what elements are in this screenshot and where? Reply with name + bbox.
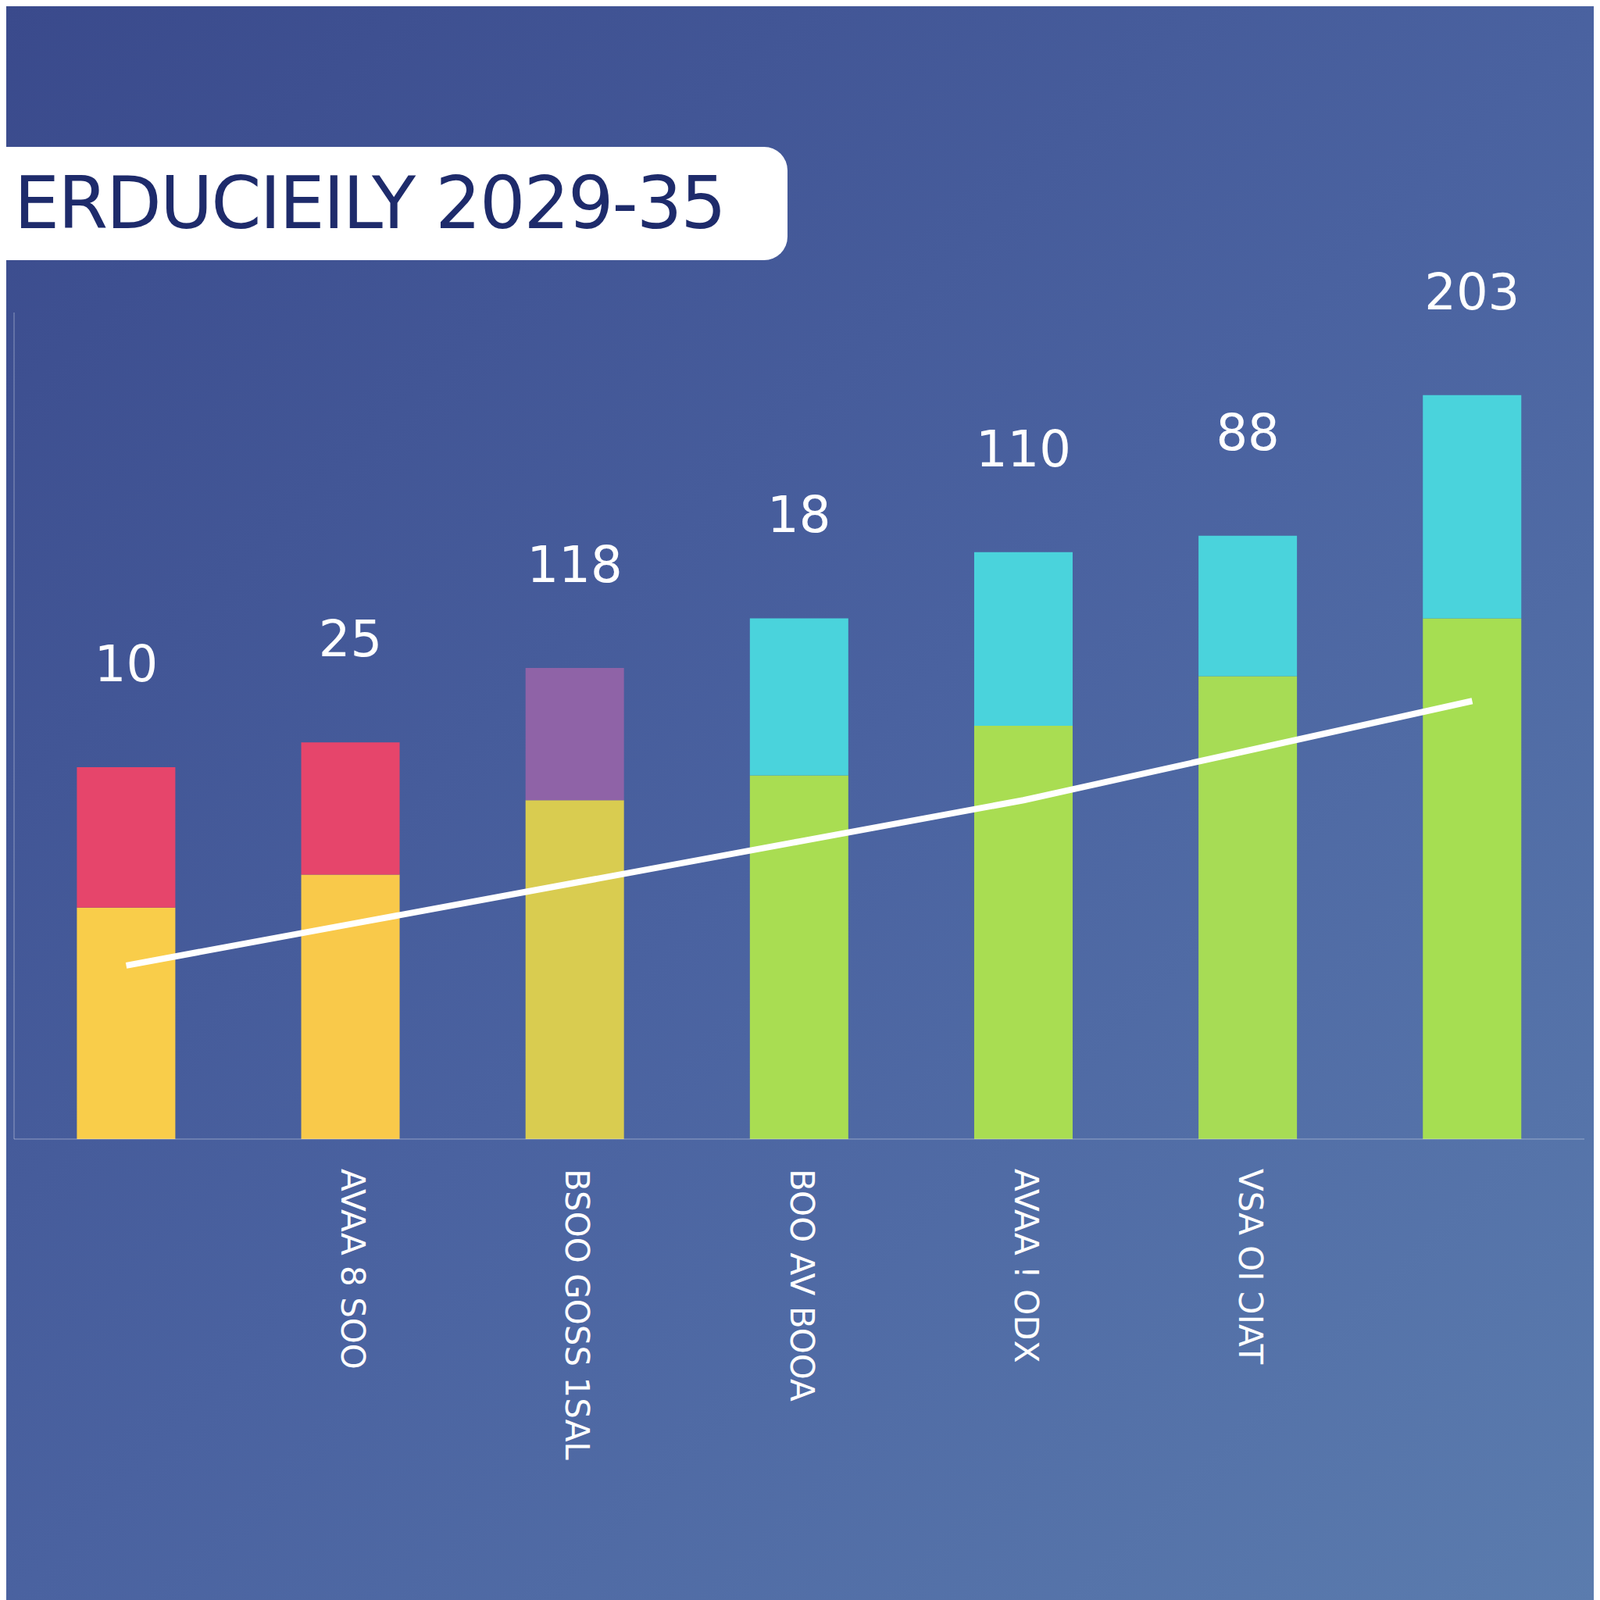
- svg-text:BOO AV BOOA: BOO AV BOOA: [782, 1168, 822, 1402]
- svg-text:203: 203: [1424, 263, 1520, 322]
- svg-text:110: 110: [975, 420, 1072, 479]
- svg-text:BSOO GOSS 1SAL: BSOO GOSS 1SAL: [557, 1168, 597, 1461]
- svg-text:VSA OI ƆIAT: VSA OI ƆIAT: [1231, 1168, 1270, 1365]
- svg-text:AVAA ! ODX: AVAA ! ODX: [1007, 1168, 1046, 1363]
- svg-text:25: 25: [318, 610, 383, 668]
- svg-text:118: 118: [527, 535, 623, 594]
- svg-text:AVAA 8 SOO: AVAA 8 SOO: [333, 1168, 372, 1370]
- svg-text:10: 10: [94, 635, 158, 693]
- svg-text:88: 88: [1215, 403, 1279, 462]
- html-text:ERDUCIEILY 2029-35: ERDUCIEILY 2029-35: [14, 161, 725, 246]
- svg-text:18: 18: [767, 485, 831, 544]
